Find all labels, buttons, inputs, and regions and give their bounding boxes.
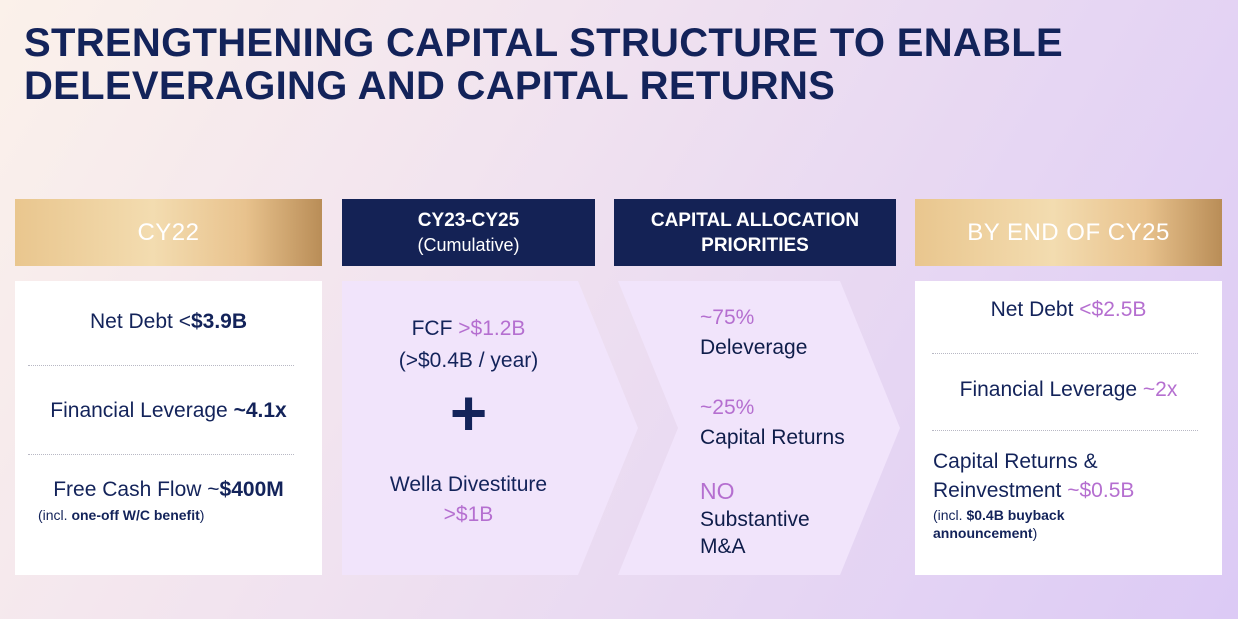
cy22-financial-leverage: Financial Leverage ~4.1x [15,399,322,423]
cy25-note-bold: $0.4B buyback announcement [933,507,1065,541]
divider [932,353,1198,354]
header-cy22-label: CY22 [137,218,200,246]
cy25-net-debt: Net Debt <$2.5B [915,298,1222,322]
cy22-net-debt-label: Net Debt < [89,310,191,333]
priority-deleverage-value: ~75% [700,306,755,329]
cy23-fcf: FCF >$1.2B [342,317,595,341]
cy25-returns-label: Reinvestment [933,479,1068,502]
priority-capital-returns-label: Capital Returns [700,426,845,449]
header-capital-allocation: CAPITAL ALLOCATION PRIORITIES [614,199,896,266]
cy25-financial-leverage: Financial Leverage ~2x [915,378,1222,402]
header-capital-allocation-line2: PRIORITIES [701,234,809,256]
header-cy23-cy25-line1: CY23-CY25 [417,210,520,231]
cy25-capital-returns: Capital Returns & Reinvestment ~$0.5B [933,447,1134,505]
priority-no-ma-label: Substantive M&A [700,508,810,558]
chevron-cy23-cy25 [342,281,638,575]
cy22-leverage-label: Financial Leverage [50,399,234,422]
header-capital-allocation-line1: CAPITAL ALLOCATION [650,209,860,231]
header-cy23-cy25: CY23-CY25 (Cumulative) [342,199,595,266]
priority-capital-returns: ~25% Capital Returns [700,393,845,453]
cy22-net-debt-value: $3.9B [190,310,248,333]
divider [28,365,294,366]
cy22-free-cash-flow: Free Cash Flow ~$400M [15,478,322,502]
priority-capital-returns-value: ~25% [700,396,755,419]
header-cy23-cy25-line2: (Cumulative) [417,235,520,255]
panel-cy23-cy25: FCF >$1.2B (>$0.4B / year) + Wella Dives… [342,281,595,575]
panel-capital-allocation: ~75% Deleverage ~25% Capital Returns NO … [700,281,890,575]
chevron-capital-allocation [618,281,900,575]
cy23-fcf-label: FCF [411,317,459,340]
page-title: STRENGTHENING CAPITAL STRUCTURE TO ENABL… [24,22,1063,108]
cy25-net-debt-value: <$2.5B [1079,298,1147,321]
cy25-returns-note: (incl. $0.4B buyback announcement) [933,506,1093,542]
cy22-fcf-label: Free Cash Flow ~ [53,478,220,501]
cy25-net-debt-label: Net Debt [990,298,1080,321]
wella-divestiture-value: >$1B [443,503,494,526]
cy22-fcf-note-prefix: (incl. [38,507,72,523]
divider [28,454,294,455]
priority-no-ma: NO Substantive M&A [700,476,840,560]
plus-icon: + [449,377,488,449]
priority-deleverage: ~75% Deleverage [700,303,807,363]
divider [932,430,1198,431]
panel-by-end-cy25: Net Debt <$2.5B Financial Leverage ~2x C… [915,281,1222,575]
cy22-fcf-note: (incl. one-off W/C benefit) [38,506,204,524]
cy22-fcf-note-suffix: ) [199,507,205,523]
cy22-fcf-note-bold: one-off W/C benefit [71,507,200,523]
header-by-end-cy25-label: BY END OF CY25 [967,218,1170,246]
title-line-2: DELEVERAGING AND CAPITAL RETURNS [24,64,836,108]
cy22-fcf-value: $400M [219,478,284,501]
cy23-fcf-value: >$1.2B [458,317,526,340]
header-cy22: CY22 [15,199,322,266]
title-line-1: STRENGTHENING CAPITAL STRUCTURE TO ENABL… [24,21,1063,65]
cy25-returns-value: ~$0.5B [1067,479,1135,502]
panel-cy22: Net Debt <$3.9B Financial Leverage ~4.1x… [15,281,322,575]
header-by-end-cy25: BY END OF CY25 [915,199,1222,266]
cy25-leverage-value: ~2x [1142,378,1178,401]
cy25-returns-line1: Capital Returns & [933,450,1098,473]
cy23-fcf-per-year: (>$0.4B / year) [398,349,539,372]
cy25-leverage-label: Financial Leverage [959,378,1143,401]
cy22-net-debt: Net Debt <$3.9B [15,310,322,334]
priority-no-ma-value: NO [700,478,735,504]
cy25-returns-line2: Reinvestment ~$0.5B [933,476,1134,505]
wella-divestiture-label: Wella Divestiture [389,473,548,496]
cy25-note-suffix: ) [1032,525,1038,541]
cy25-note-prefix: (incl. [933,507,967,523]
priority-deleverage-label: Deleverage [700,336,808,359]
cy22-leverage-value: ~4.1x [233,399,287,422]
